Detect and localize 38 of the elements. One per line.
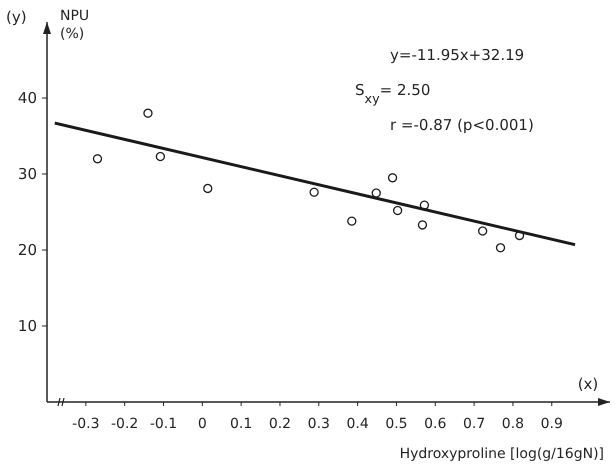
point — [392, 206, 402, 216]
point — [156, 152, 166, 162]
x-tick-label: -0.3 — [72, 416, 100, 432]
x-tick-label: 0.3 — [308, 416, 330, 432]
x-tick-label: 0.6 — [424, 416, 446, 432]
annotation: r =-0.87 (p<0.001) — [390, 116, 534, 134]
point — [418, 220, 428, 230]
point — [347, 216, 356, 226]
point — [478, 226, 488, 236]
x-tick-label: 0.8 — [502, 416, 524, 432]
annotation: (x) — [578, 375, 598, 393]
point — [496, 243, 506, 252]
point — [388, 173, 398, 182]
y-tick-label: 40 — [18, 89, 37, 107]
y-tick-label: 30 — [18, 165, 37, 183]
x-tick-label: -0.2 — [110, 416, 138, 432]
text: (y) — [6, 8, 27, 26]
annotation: S$_{xy}$= 2.50 — [355, 81, 430, 106]
point — [514, 230, 524, 240]
point — [92, 154, 102, 164]
point — [143, 108, 153, 118]
x-tick-label: 0 — [198, 416, 207, 432]
x-tick-label: 0.9 — [540, 416, 563, 432]
x-tick-label: -0.1 — [150, 416, 178, 432]
annotation: y=-11.95x+32.19 — [390, 46, 524, 64]
point — [372, 188, 381, 198]
y-axis-title: NPU (%) — [60, 8, 90, 42]
point — [203, 184, 212, 194]
x-tick-label: 0.1 — [230, 416, 252, 432]
x-tick-label: 0.5 — [385, 416, 408, 432]
y-tick-label: 20 — [18, 241, 37, 259]
x-tick-label: 0.4 — [346, 416, 369, 432]
x-tick-label: 0.7 — [462, 416, 486, 432]
point — [309, 188, 319, 197]
y-tick-label: 10 — [18, 317, 37, 335]
x-tick-label: 0.2 — [268, 416, 292, 432]
point — [420, 200, 430, 210]
x-axis-title: Hydroxyproline [log(g/16gN)] — [400, 446, 604, 462]
